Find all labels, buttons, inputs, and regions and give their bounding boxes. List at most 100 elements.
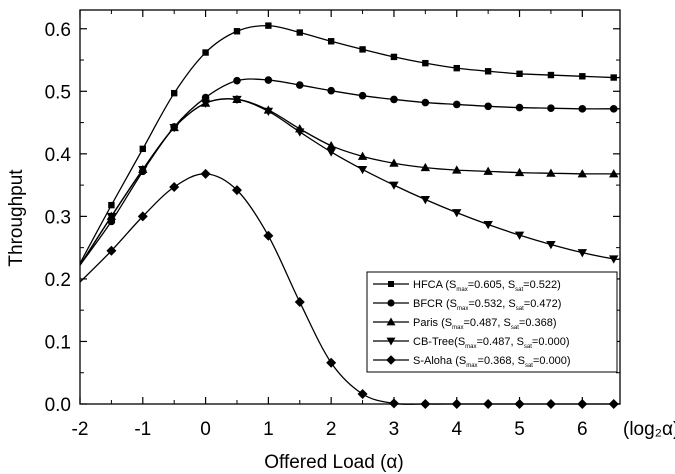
legend-subscript-max: max	[457, 306, 468, 312]
point-cb-tree	[295, 128, 305, 137]
series-line-cb-tree	[79, 98, 621, 266]
point-bfcr	[609, 105, 618, 113]
legend-marker-bfcr	[387, 299, 395, 307]
point-cb-tree	[169, 124, 179, 133]
legend-ssat-value: =0.522)	[523, 279, 561, 291]
point-paris	[452, 165, 462, 174]
point-bfcr	[452, 100, 461, 109]
y-tick-label: 0.1	[45, 332, 71, 353]
legend-ssat-value: =0.472)	[524, 298, 562, 310]
chart-legend: HFCA (Smax=0.605, Ssat=0.522)BFCR (Smax=…	[366, 271, 618, 373]
legend-subscript-sat: sat	[511, 325, 519, 331]
legend-subscript-sat: sat	[525, 363, 533, 369]
point-cb-tree	[232, 95, 242, 105]
legend-label-bfcr: BFCR (Smax=0.532, Ssat=0.472)	[413, 298, 561, 312]
point-hfca	[547, 71, 555, 79]
point-hfca	[484, 68, 492, 75]
point-hfca	[170, 89, 178, 97]
point-cb-tree	[546, 240, 556, 250]
x-tick-label: -2	[72, 419, 89, 440]
x-tick-label: 5	[514, 419, 525, 440]
legend-ssat-value: =0.000)	[533, 355, 571, 367]
series-hfca	[79, 22, 621, 264]
point-s-aloha	[357, 388, 368, 399]
series-line-paris	[79, 98, 620, 266]
point-paris	[546, 168, 556, 177]
legend-smax-value: =0.487	[477, 336, 511, 348]
point-hfca	[359, 46, 366, 53]
point-hfca	[296, 29, 303, 36]
legend-label-paris: Paris (Smax=0.487, Ssat=0.368)	[413, 317, 557, 331]
x-axis-label: Offered Load (α)	[264, 452, 404, 473]
legend-series-name: S-Aloha (S	[413, 355, 466, 367]
point-cb-tree	[452, 209, 462, 218]
legend-series-name: BFCR (S	[413, 298, 457, 310]
point-cb-tree	[200, 99, 211, 108]
point-cb-tree	[577, 249, 588, 258]
point-hfca	[453, 64, 460, 72]
point-paris	[420, 162, 431, 172]
legend-smax-value: =0.532	[468, 298, 502, 310]
x-tick-label: 2	[326, 419, 337, 440]
legend-subscript-sat: sat	[515, 287, 523, 293]
legend-marker-hfca	[388, 281, 394, 287]
point-cb-tree	[514, 231, 525, 240]
point-bfcr	[201, 93, 210, 102]
legend-separator: , S	[502, 298, 515, 310]
point-hfca	[265, 22, 272, 29]
point-hfca	[579, 73, 586, 80]
point-hfca	[327, 38, 335, 45]
point-hfca	[610, 74, 617, 81]
point-bfcr	[421, 98, 430, 107]
point-bfcr	[295, 81, 304, 89]
y-axis-label: Throughput	[6, 169, 27, 267]
legend-series-name: CB-Tree(S	[413, 336, 465, 348]
point-paris	[609, 169, 619, 178]
point-cb-tree	[106, 212, 117, 222]
point-cb-tree	[483, 220, 493, 230]
legend-marker-s-aloha	[386, 355, 396, 365]
point-bfcr	[547, 104, 555, 112]
legend-separator: , S	[502, 279, 515, 291]
x-tick-label: -1	[134, 419, 151, 440]
legend-marker-cb-tree	[386, 337, 396, 346]
point-bfcr	[264, 76, 273, 84]
y-tick-label: 0.3	[45, 207, 71, 228]
plot-frame	[79, 9, 621, 405]
legend-subscript-max: max	[466, 363, 477, 369]
legend-subscript-sat: sat	[524, 344, 532, 350]
point-paris	[514, 167, 525, 177]
point-bfcr	[358, 91, 367, 100]
y-tick-label: 0.5	[45, 82, 71, 103]
point-bfcr	[484, 102, 492, 111]
point-bfcr	[515, 103, 524, 112]
x-unit-label: (log₂α)	[623, 419, 675, 440]
point-paris	[389, 158, 399, 167]
x-tick-label: 0	[200, 419, 211, 440]
legend-label-hfca: HFCA (Smax=0.605, Ssat=0.522)	[413, 279, 561, 293]
point-cb-tree	[138, 165, 148, 175]
point-cb-tree	[357, 165, 368, 175]
point-s-aloha	[106, 245, 117, 256]
point-hfca	[233, 28, 241, 35]
legend-separator: , S	[512, 355, 525, 367]
legend-label-s-aloha: S-Aloha (Smax=0.368, Ssat=0.000)	[413, 355, 571, 369]
series-line-bfcr	[79, 78, 620, 266]
point-paris	[483, 166, 493, 175]
point-cb-tree	[609, 255, 619, 264]
point-s-aloha	[326, 357, 337, 368]
point-s-aloha	[200, 168, 211, 179]
point-hfca	[516, 70, 523, 77]
x-tick-label: 6	[577, 419, 588, 440]
legend-separator: , S	[497, 317, 510, 329]
x-tick-label: 1	[263, 419, 274, 440]
point-bfcr	[578, 105, 587, 113]
x-tick-label: 4	[451, 419, 462, 440]
y-tick-label: 0.6	[45, 20, 71, 41]
legend-series-name: Paris (S	[413, 317, 452, 329]
point-hfca	[422, 59, 429, 67]
point-cb-tree	[263, 107, 274, 117]
point-s-aloha	[231, 185, 242, 196]
point-bfcr	[327, 86, 335, 95]
